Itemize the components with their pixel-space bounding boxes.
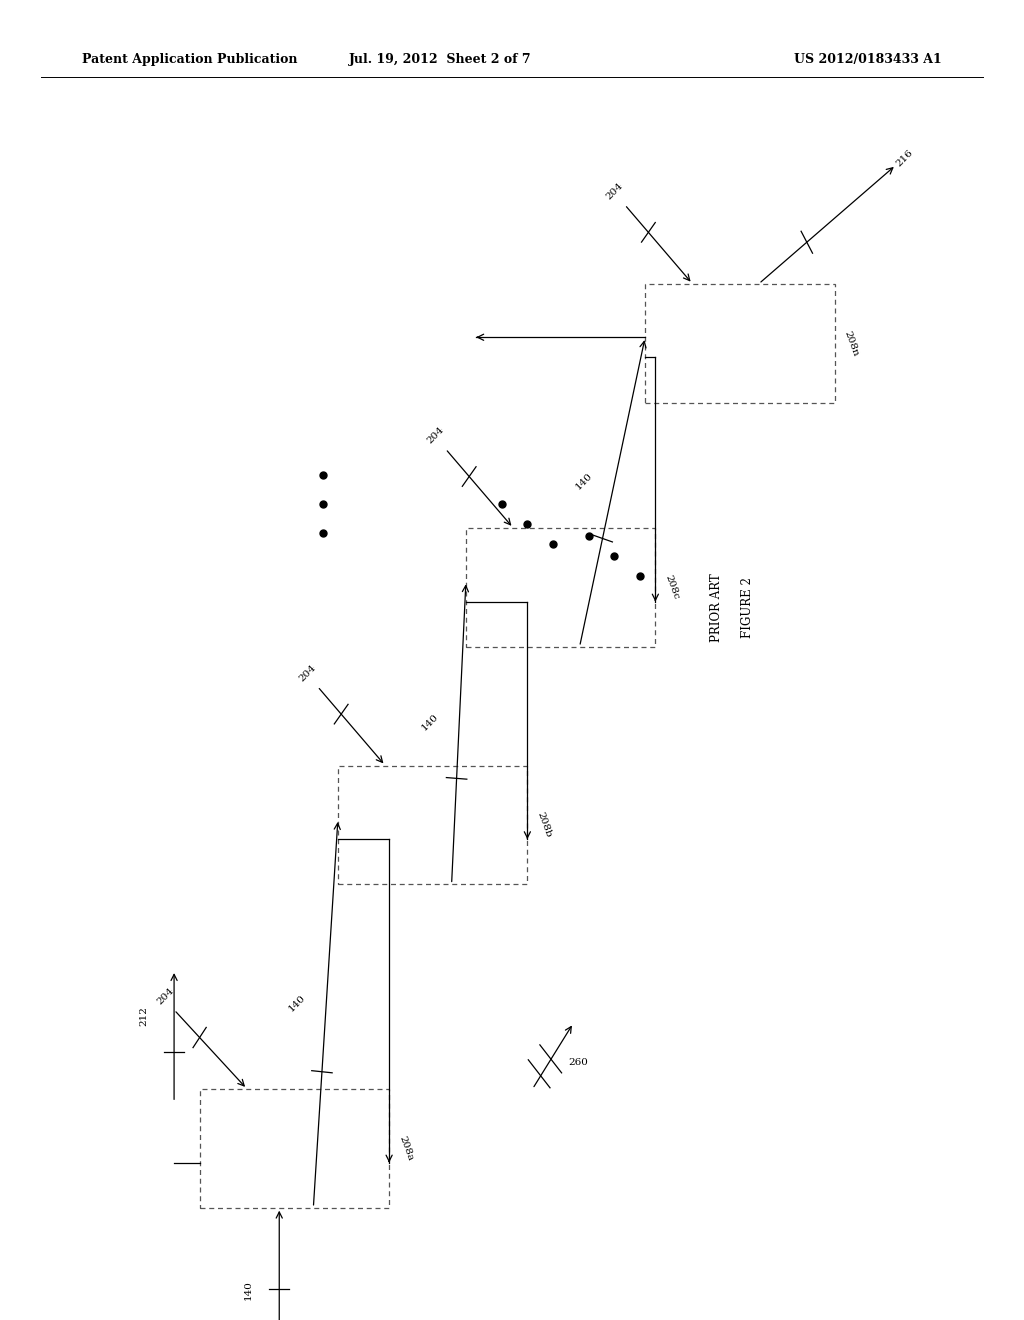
Text: 140: 140 bbox=[244, 1279, 253, 1300]
Text: 212: 212 bbox=[139, 1006, 147, 1027]
Text: 208n: 208n bbox=[843, 329, 860, 358]
Bar bbox=[200, 1089, 389, 1208]
Text: 140: 140 bbox=[420, 713, 440, 733]
Bar bbox=[645, 284, 835, 403]
Text: Jul. 19, 2012  Sheet 2 of 7: Jul. 19, 2012 Sheet 2 of 7 bbox=[349, 53, 531, 66]
Text: 204: 204 bbox=[297, 663, 317, 684]
Text: 140: 140 bbox=[573, 471, 594, 491]
Text: 216: 216 bbox=[894, 148, 914, 169]
Text: FIGURE 2: FIGURE 2 bbox=[741, 577, 754, 638]
Text: 208a: 208a bbox=[397, 1135, 415, 1162]
Bar bbox=[466, 528, 655, 647]
Text: 208c: 208c bbox=[664, 574, 681, 601]
Text: PRIOR ART: PRIOR ART bbox=[711, 573, 723, 642]
Text: Patent Application Publication: Patent Application Publication bbox=[82, 53, 297, 66]
Text: 140: 140 bbox=[287, 993, 307, 1012]
Text: 204: 204 bbox=[604, 181, 625, 202]
Text: 204: 204 bbox=[425, 425, 445, 446]
Text: US 2012/0183433 A1: US 2012/0183433 A1 bbox=[795, 53, 942, 66]
Text: 204: 204 bbox=[156, 986, 176, 1007]
Text: 208b: 208b bbox=[536, 810, 553, 840]
Text: 260: 260 bbox=[568, 1059, 589, 1067]
Bar bbox=[338, 766, 527, 884]
